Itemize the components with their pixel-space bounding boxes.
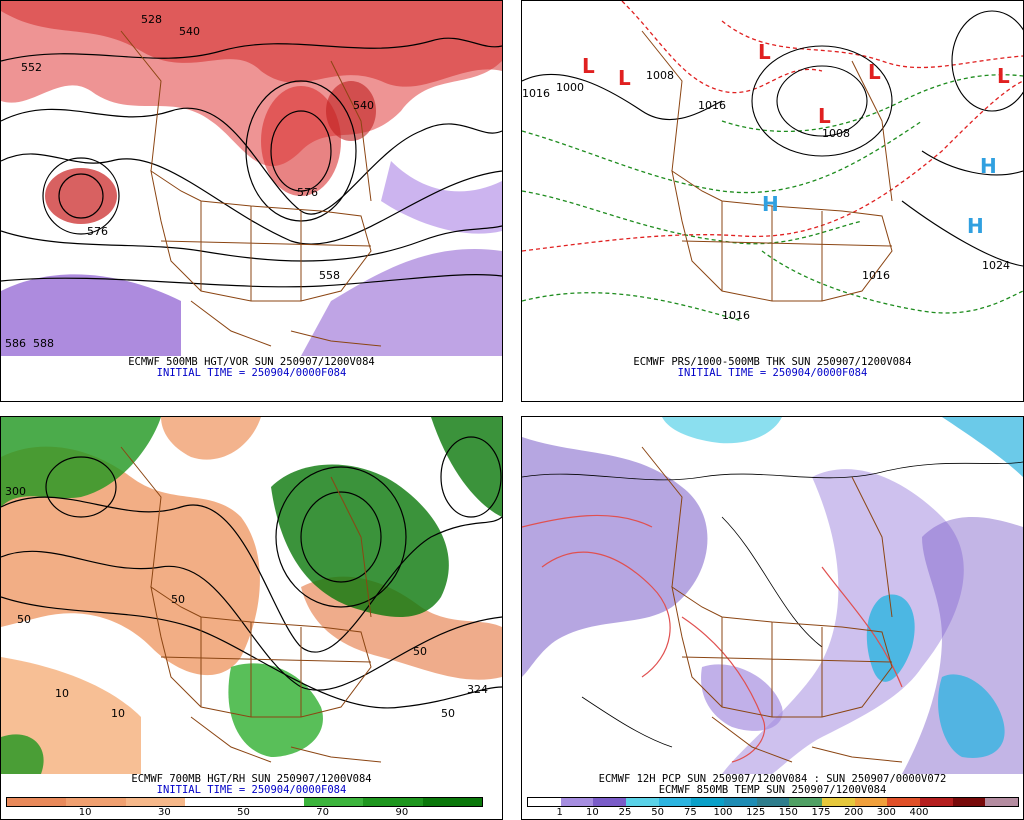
- colorbar-swatch: [66, 798, 126, 806]
- colorbar-tick-label: 100: [713, 807, 733, 818]
- contour-label: 586: [5, 337, 26, 350]
- colorbar-tick-label: 10: [78, 807, 92, 818]
- colorbar-tick-label: 175: [811, 807, 831, 818]
- panel-title: ECMWF 12H PCP SUN 250907/1200V084 : SUN …: [598, 773, 947, 785]
- colorbar-tick-label: 200: [844, 807, 864, 818]
- colorbar-swatch: [724, 798, 757, 806]
- colorbar-swatch: [422, 798, 482, 806]
- panel-700mb-hgt-rh: 300 50 50 10 10 50 50 324 ECMWF 700MB HG…: [0, 416, 503, 820]
- colorbar-swatch: [593, 798, 627, 806]
- contour-label: 588: [33, 337, 54, 350]
- colorbar-tick-label: 300: [876, 807, 896, 818]
- colorbar-tick-label: 30: [157, 807, 171, 818]
- rh-colorbar: [6, 797, 483, 807]
- contour-label: 558: [319, 269, 340, 282]
- panel-prs-thk: 1000 1008 1016 1016 1024 1016 1016 1008 …: [521, 0, 1024, 402]
- low-pressure-marker: L: [997, 64, 1010, 88]
- pcp-colorbar-ticks: 1 10 25 50 75 100 125 150 175 200 300 400: [527, 807, 1017, 819]
- colorbar-swatch: [854, 798, 888, 806]
- map-pcp: [522, 417, 1023, 774]
- contour-label: 50: [441, 707, 455, 720]
- colorbar-swatch: [560, 798, 594, 806]
- colorbar-swatch: [920, 798, 953, 806]
- colorbar-swatch: [244, 798, 304, 806]
- panel-subtitle: INITIAL TIME = 250904/0000F084: [677, 367, 868, 379]
- colorbar-tick-label: 1: [556, 807, 563, 818]
- isobar-label: 1008: [646, 69, 674, 82]
- map-700mb: 300 50 50 10 10 50 50 324: [1, 417, 502, 774]
- colorbar-swatch: [756, 798, 790, 806]
- colorbar-tick-label: 400: [909, 807, 929, 818]
- colorbar-tick-label: 70: [316, 807, 330, 818]
- colorbar-swatch: [363, 798, 423, 806]
- colorbar-tick-label: 25: [618, 807, 632, 818]
- isobar-label: 1016: [722, 309, 750, 322]
- map-prs-thk: 1000 1008 1016 1016 1024 1016 1016 1008 …: [522, 1, 1023, 356]
- contour-label: 300: [5, 485, 26, 498]
- panel-500mb-hgt-vor: 552 528 540 576 540 576 558 586 588 ECMW…: [0, 0, 503, 402]
- isobar-label: 1000: [556, 81, 584, 94]
- panel-subtitle: INITIAL TIME = 250904/0000F084: [156, 367, 347, 379]
- isobar-label: 1024: [982, 259, 1010, 272]
- isobar-label: 1016: [522, 87, 550, 100]
- high-pressure-marker: H: [762, 192, 779, 216]
- isobar-label: 1008: [822, 127, 850, 140]
- contour-label: 540: [179, 25, 200, 38]
- colorbar-swatch: [303, 798, 364, 806]
- panel-subtitle: INITIAL TIME = 250904/0000F084: [156, 784, 347, 796]
- colorbar-swatch: [887, 798, 921, 806]
- contour-label: 324: [467, 683, 488, 696]
- panel-title: ECMWF 700MB HGT/RH SUN 250907/1200V084: [131, 773, 372, 785]
- colorbar-swatch: [952, 798, 986, 806]
- colorbar-swatch: [7, 798, 67, 806]
- rh-colorbar-ticks: 10 30 50 70 90: [6, 807, 481, 819]
- colorbar-swatch: [626, 798, 659, 806]
- contour-label: 576: [87, 225, 108, 238]
- map-500mb: 552 528 540 576 540 576 558 586 588: [1, 1, 502, 356]
- colorbar-tick-label: 50: [651, 807, 665, 818]
- panel-title: ECMWF 500MB HGT/VOR SUN 250907/1200V084: [128, 356, 375, 368]
- panel-subtitle: ECMWF 850MB TEMP SUN 250907/1200V084: [658, 784, 887, 796]
- colorbar-tick-label: 50: [237, 807, 250, 818]
- contour-label: 50: [17, 613, 31, 626]
- colorbar-tick-label: 150: [778, 807, 798, 818]
- colorbar-tick-label: 10: [585, 807, 599, 818]
- panel-12h-pcp-850mb-temp: ECMWF 12H PCP SUN 250907/1200V084 : SUN …: [521, 416, 1024, 820]
- colorbar-tick-label: 90: [395, 807, 409, 818]
- contour-label: 10: [111, 707, 125, 720]
- contour-label: 552: [21, 61, 42, 74]
- contour-label: 528: [141, 13, 162, 26]
- colorbar-swatch: [658, 798, 692, 806]
- colorbar-swatch: [691, 798, 725, 806]
- contour-label: 10: [55, 687, 69, 700]
- low-pressure-marker: L: [758, 40, 771, 64]
- colorbar-swatch: [985, 798, 1019, 806]
- isobar-label: 1016: [698, 99, 726, 112]
- panel-title: ECMWF PRS/1000-500MB THK SUN 250907/1200…: [633, 356, 912, 368]
- contour-label: 576: [297, 186, 318, 199]
- isobar-label: 1016: [862, 269, 890, 282]
- pcp-colorbar: [527, 797, 1019, 807]
- colorbar-swatch: [789, 798, 823, 806]
- low-pressure-marker: L: [818, 104, 831, 128]
- colorbar-swatch: [822, 798, 855, 806]
- low-pressure-marker: L: [582, 54, 595, 78]
- high-pressure-marker: H: [980, 154, 997, 178]
- colorbar-tick-label: 75: [683, 807, 697, 818]
- colorbar-swatch: [528, 798, 561, 806]
- colorbar-swatch: [185, 798, 245, 806]
- contour-label: 50: [171, 593, 185, 606]
- contour-label: 50: [413, 645, 427, 658]
- colorbar-swatch: [125, 798, 186, 806]
- low-pressure-marker: L: [868, 60, 881, 84]
- colorbar-tick-label: 125: [746, 807, 766, 818]
- low-pressure-marker: L: [618, 66, 631, 90]
- contour-label: 540: [353, 99, 374, 112]
- high-pressure-marker: H: [967, 214, 984, 238]
